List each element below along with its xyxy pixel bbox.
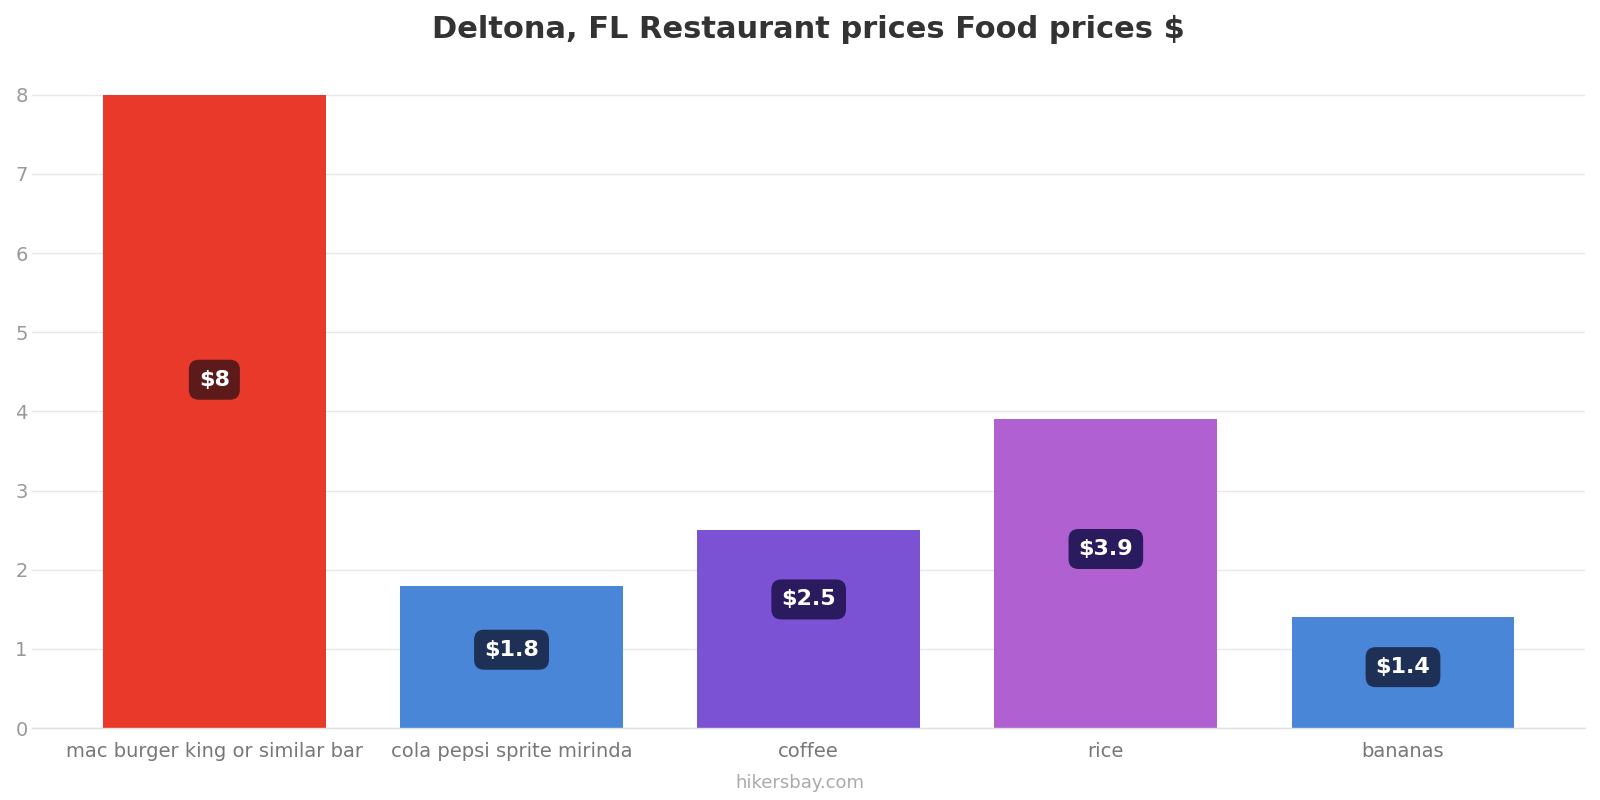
- Text: $3.9: $3.9: [1078, 539, 1133, 559]
- Title: Deltona, FL Restaurant prices Food prices $: Deltona, FL Restaurant prices Food price…: [432, 15, 1186, 44]
- Text: $8: $8: [198, 370, 230, 390]
- Text: $2.5: $2.5: [781, 590, 835, 610]
- Text: $1.4: $1.4: [1376, 657, 1430, 677]
- Text: $1.8: $1.8: [485, 640, 539, 660]
- Bar: [400, 586, 622, 728]
- Bar: [698, 530, 920, 728]
- Text: hikersbay.com: hikersbay.com: [736, 774, 864, 792]
- Bar: [1291, 618, 1515, 728]
- Bar: [102, 94, 326, 728]
- Bar: [995, 419, 1218, 728]
